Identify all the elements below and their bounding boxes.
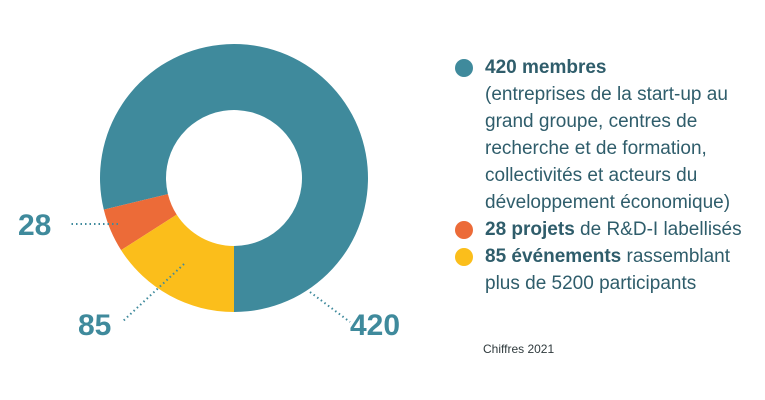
- callout-projects-label: 28: [18, 209, 51, 242]
- legend-dot-projects: [455, 221, 473, 239]
- legend-item-events: 85 événements rassemblant plus de 5200 p…: [455, 243, 755, 297]
- legend-projects-strong: 28 projets: [485, 219, 575, 240]
- legend-dot-members: [455, 59, 473, 77]
- legend-projects-detail: de R&D-I labellisés: [574, 219, 742, 240]
- legend-item-members: 420 membres (entreprises de la start-up …: [455, 54, 755, 216]
- callout-events-label: 85: [78, 309, 111, 342]
- legend-dot-events: [455, 248, 473, 266]
- legend-events-detail: rassemblant plus de 5200 participants: [485, 246, 731, 294]
- slice-events: [121, 214, 234, 312]
- callout-events-leader: [121, 263, 185, 323]
- donut-chart: 420 28 85: [18, 44, 400, 342]
- legend-item-projects: 28 projets de R&D-I labellisés: [455, 216, 755, 243]
- slice-members: [99, 44, 368, 313]
- footnote: Chiffres 2021: [483, 342, 555, 356]
- callout-members-leader: [309, 291, 351, 323]
- slice-projects: [103, 194, 177, 251]
- legend-events-strong: 85 événements: [485, 246, 622, 267]
- legend: 420 membres (entreprises de la start-up …: [455, 54, 755, 297]
- legend-members-detail: (entreprises de la start-up au grand gro…: [485, 84, 731, 213]
- callout-members-label: 420: [350, 309, 400, 342]
- legend-members-strong: 420 membres: [485, 57, 607, 78]
